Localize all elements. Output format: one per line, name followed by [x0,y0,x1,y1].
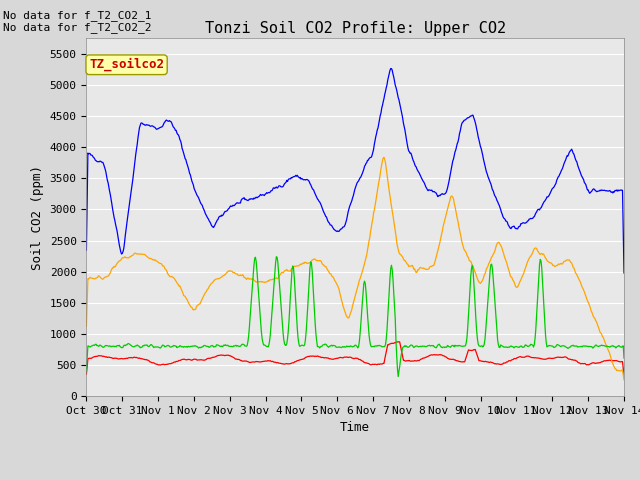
Open -4cm [273,254,280,260]
Text: TZ_soilco2: TZ_soilco2 [89,58,164,72]
Tree -4cm [387,66,394,72]
Line: Tree -2cm: Tree -2cm [86,157,624,380]
Tree -4cm [437,192,445,197]
Open -4cm [422,344,429,349]
Open -2cm [148,360,156,365]
Tree -2cm [83,324,90,329]
Tree -4cm [83,247,90,253]
Tree -2cm [148,256,156,262]
Open -4cm [230,343,238,349]
Tree -4cm [202,212,210,217]
Open -4cm [620,355,628,361]
Open -2cm [92,353,100,359]
Line: Open -2cm: Open -2cm [86,342,624,375]
Open -2cm [83,372,90,377]
Tree -2cm [620,377,628,383]
Tree -4cm [421,182,429,188]
Text: No data for f_T2_CO2_2: No data for f_T2_CO2_2 [3,22,152,33]
Tree -2cm [437,235,445,241]
X-axis label: Time: Time [340,421,370,434]
Tree -4cm [230,203,238,208]
Text: No data for f_T2_CO2_1: No data for f_T2_CO2_1 [3,10,152,21]
Tree -2cm [421,266,429,272]
Open -4cm [148,342,156,348]
Line: Open -4cm: Open -4cm [86,257,624,377]
Tree -4cm [620,270,628,276]
Tree -4cm [148,123,156,129]
Title: Tonzi Soil CO2 Profile: Upper CO2: Tonzi Soil CO2 Profile: Upper CO2 [205,21,506,36]
Open -4cm [92,341,100,347]
Open -4cm [394,374,402,380]
Open -2cm [620,372,628,378]
Open -2cm [421,355,429,360]
Open -4cm [83,368,90,373]
Open -4cm [438,344,445,350]
Tree -4cm [92,158,100,164]
Open -2cm [202,357,210,362]
Y-axis label: Soil CO2 (ppm): Soil CO2 (ppm) [31,165,44,270]
Open -2cm [437,352,445,358]
Tree -2cm [92,276,100,281]
Line: Tree -4cm: Tree -4cm [86,69,624,273]
Tree -2cm [202,289,210,295]
Tree -2cm [230,270,238,276]
Tree -2cm [380,155,388,160]
Open -2cm [395,339,403,345]
Open -4cm [202,343,210,349]
Open -2cm [230,355,238,361]
